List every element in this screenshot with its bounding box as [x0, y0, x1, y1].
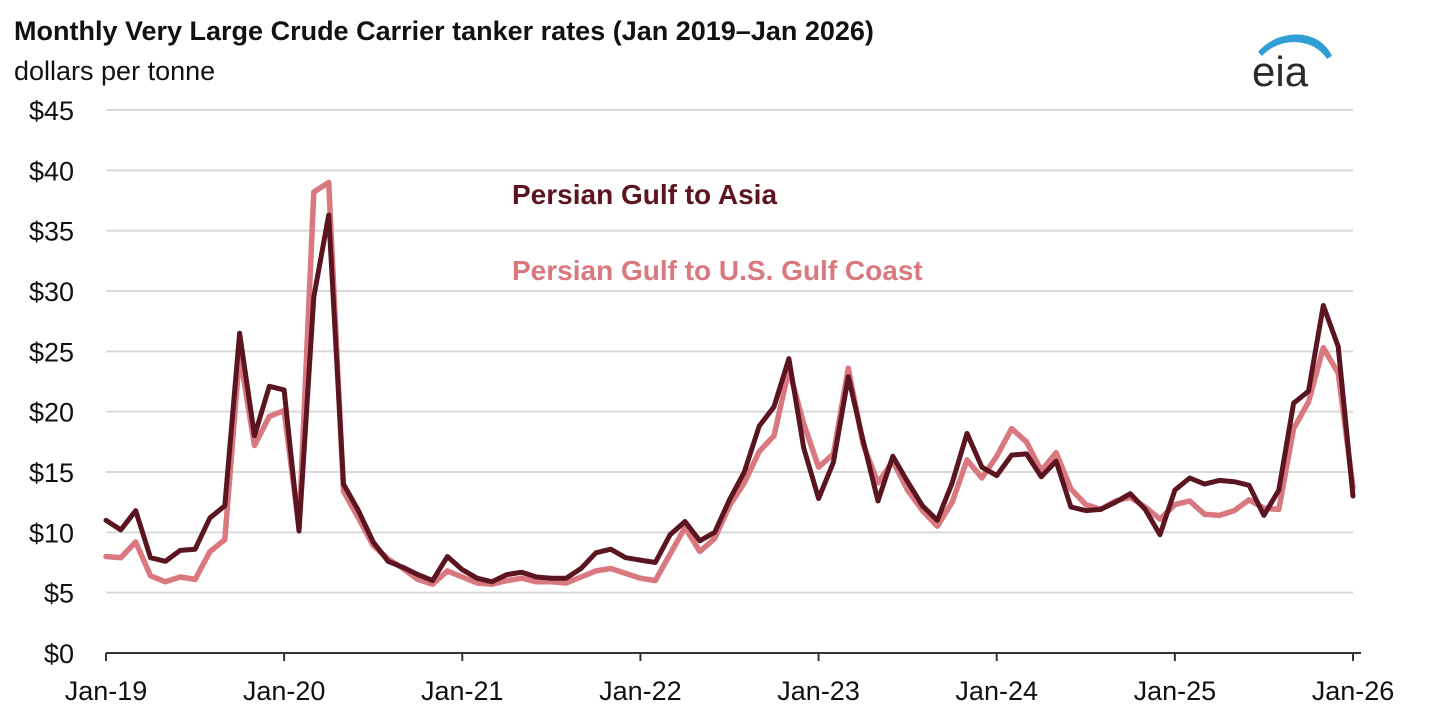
- y-tick-label: $15: [29, 458, 74, 488]
- x-tick-label: Jan-22: [599, 676, 682, 706]
- series-label-persian-gulf-to-us-gulf-coast: Persian Gulf to U.S. Gulf Coast: [512, 255, 923, 286]
- y-axis: $0 $5 $10 $15 $20 $25 $30 $35 $40 $45: [29, 96, 74, 669]
- x-tick-label: Jan-20: [243, 676, 326, 706]
- series-lines: [103, 179, 1356, 587]
- x-tick-label: Jan-24: [955, 676, 1038, 706]
- chart-title: Monthly Very Large Crude Carrier tanker …: [14, 16, 874, 46]
- grid-lines: [106, 109, 1353, 594]
- y-tick-label: $5: [44, 579, 74, 609]
- y-tick-label: $25: [29, 337, 74, 367]
- y-tick-label: $30: [29, 277, 74, 307]
- eia-logo: eia: [1252, 34, 1332, 92]
- x-tick-label: Jan-26: [1312, 676, 1395, 706]
- y-axis-unit-label: dollars per tonne: [14, 56, 216, 86]
- y-tick-label: $20: [29, 398, 74, 428]
- y-tick-label: $40: [29, 156, 74, 186]
- series-label-persian-gulf-to-asia: Persian Gulf to Asia: [512, 179, 777, 210]
- y-tick-label: $45: [29, 96, 74, 126]
- series-line-persian-gulf-to-asia: [103, 212, 1356, 585]
- y-tick-label: $0: [44, 639, 74, 669]
- y-tick-label: $10: [29, 518, 74, 548]
- eia-logo-text: eia: [1252, 48, 1309, 92]
- y-tick-label: $35: [29, 217, 74, 247]
- x-axis: Jan-19 Jan-20 Jan-21 Jan-22 Jan-23 Jan-24 Jan-…: [65, 652, 1395, 706]
- x-tick-label: Jan-25: [1134, 676, 1217, 706]
- x-tick-label: Jan-19: [65, 676, 148, 706]
- x-tick-label: Jan-21: [421, 676, 504, 706]
- eia-logo-arc-icon: [1258, 34, 1332, 59]
- x-tick-label: Jan-23: [777, 676, 860, 706]
